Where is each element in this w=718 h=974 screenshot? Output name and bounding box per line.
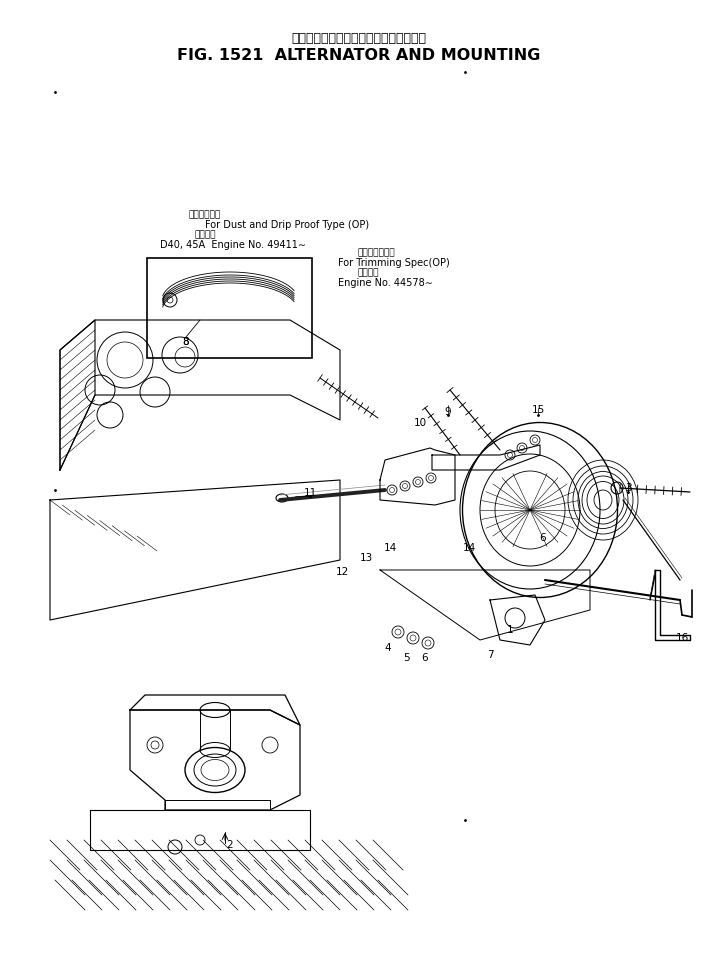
Text: For Dust and Drip Proof Type (OP): For Dust and Drip Proof Type (OP): [205, 220, 369, 230]
Text: 8: 8: [182, 337, 190, 347]
Text: オルタネータ　および　マウンティング: オルタネータ および マウンティング: [292, 31, 426, 45]
Text: FIG. 1521  ALTERNATOR AND MOUNTING: FIG. 1521 ALTERNATOR AND MOUNTING: [177, 48, 541, 62]
Text: 15: 15: [531, 405, 545, 415]
Text: 8: 8: [182, 337, 190, 347]
Text: 7: 7: [487, 650, 493, 660]
Text: 防塵防滴型用: 防塵防滴型用: [189, 210, 221, 219]
Bar: [147, 258, 312, 358]
Text: 1: 1: [507, 625, 513, 635]
Text: D40, 45A  Engine No. 49411∼: D40, 45A Engine No. 49411∼: [160, 240, 306, 250]
Text: 6: 6: [421, 653, 429, 663]
Text: 13: 13: [360, 553, 373, 563]
Text: トリミング仕様: トリミング仕様: [358, 248, 396, 257]
Text: 5: 5: [404, 653, 410, 663]
Text: 3: 3: [625, 483, 631, 493]
Text: 14: 14: [462, 543, 475, 553]
Text: 4: 4: [385, 643, 391, 653]
Text: 6: 6: [540, 533, 546, 543]
Text: 11: 11: [304, 488, 317, 498]
Text: For Trimming Spec(OP): For Trimming Spec(OP): [338, 258, 449, 268]
Text: Engine No. 44578∼: Engine No. 44578∼: [338, 278, 433, 288]
Text: 適用号機: 適用号機: [358, 269, 380, 278]
Text: 適用号機: 適用号機: [195, 231, 215, 240]
Text: 10: 10: [414, 418, 426, 428]
Text: 14: 14: [383, 543, 396, 553]
Text: 12: 12: [335, 567, 349, 577]
Text: 16: 16: [676, 633, 689, 643]
Text: 9: 9: [444, 407, 452, 417]
Text: 2: 2: [227, 840, 233, 850]
